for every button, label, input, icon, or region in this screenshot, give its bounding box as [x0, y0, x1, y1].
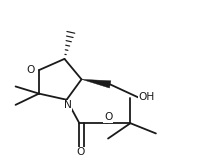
- Text: O: O: [104, 112, 112, 122]
- Text: N: N: [64, 100, 72, 110]
- Text: O: O: [77, 147, 85, 157]
- Text: OH: OH: [138, 92, 155, 102]
- Text: O: O: [27, 65, 35, 75]
- Polygon shape: [82, 79, 111, 88]
